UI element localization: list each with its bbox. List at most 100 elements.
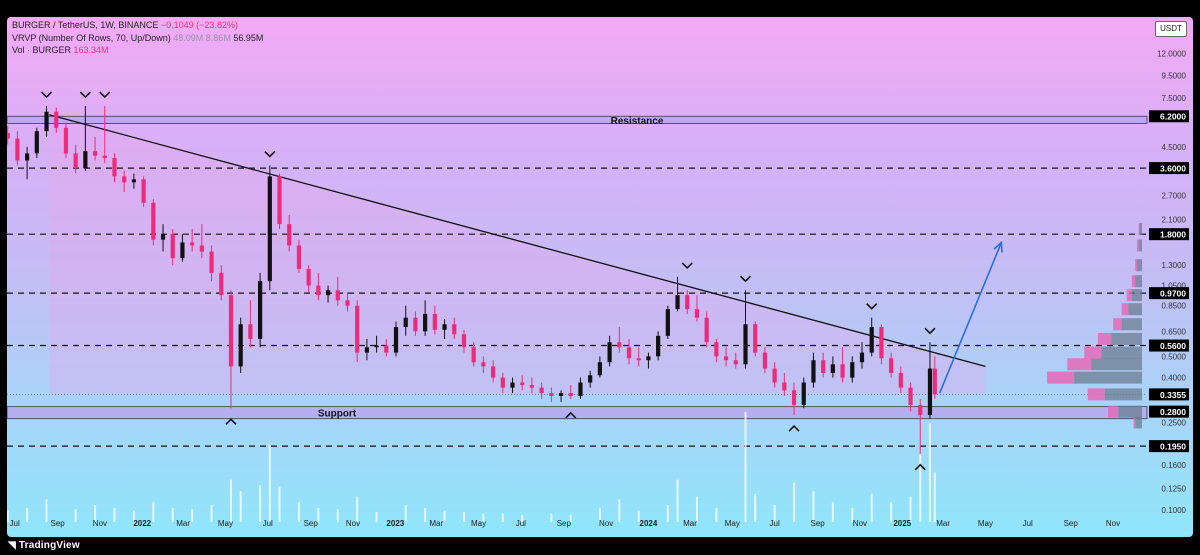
candle-body <box>151 202 156 240</box>
price-label-bg <box>1149 388 1189 401</box>
candle-body <box>520 382 525 386</box>
candle-body <box>170 234 175 259</box>
volume-profile-down-bar <box>1097 332 1112 345</box>
legend-volume-row: Vol · BURGER 163.34M <box>12 45 109 55</box>
candle-body <box>209 251 214 273</box>
volume-profile-up-bar <box>1135 416 1142 429</box>
volume-profile-down-bar <box>1084 346 1102 359</box>
candle-body <box>219 272 224 296</box>
candle-body <box>413 317 418 332</box>
x-tick-label: Nov <box>853 519 867 528</box>
resistance-label: Resistance <box>611 116 664 127</box>
candle-body <box>423 313 428 332</box>
volume-bar <box>113 507 116 522</box>
volume-bar <box>297 502 300 522</box>
chevron-down-icon <box>40 91 53 99</box>
price-label-bg <box>1149 339 1189 352</box>
candle-body <box>345 300 350 306</box>
volume-bar <box>695 496 698 522</box>
x-tick-label: Jul <box>10 519 20 528</box>
volume-bar <box>462 512 465 522</box>
candle-body <box>296 245 302 269</box>
volume-bar <box>171 507 174 522</box>
y-tick-label: 0.1250 <box>1162 485 1187 494</box>
y-tick-label: 0.4000 <box>1162 374 1187 383</box>
y-tick-label: 9.5000 <box>1162 72 1187 81</box>
chart-area[interactable]: Resistance Support 12.0000 9.5000 7.5000 6.20… <box>7 17 1193 537</box>
price-label-bg <box>1149 162 1189 175</box>
candle-body <box>889 358 894 373</box>
x-tick-label: Nov <box>1106 519 1120 528</box>
volume-bar <box>210 505 213 522</box>
candle-body <box>83 151 88 169</box>
x-tick-label: Nov <box>93 519 107 528</box>
volume-bar <box>443 510 446 522</box>
chevron-down-icon <box>681 262 693 270</box>
candle-body <box>918 405 923 416</box>
candle-body <box>364 347 369 353</box>
candle-body <box>588 375 593 383</box>
projection-arrow-head <box>993 240 1003 253</box>
candle-body <box>490 366 496 378</box>
candle-body <box>238 324 243 367</box>
x-tick-label: Sep <box>51 519 66 528</box>
volume-bar <box>26 507 29 522</box>
volume-bar <box>870 493 873 522</box>
candle-body <box>869 327 874 353</box>
price-label-highlighted: 0.2800 <box>1160 407 1186 417</box>
candle-body <box>461 334 467 348</box>
volume-profile-down-bar <box>1108 405 1119 418</box>
currency-badge[interactable]: USDT <box>1155 21 1187 37</box>
price-label-bg <box>1149 440 1189 453</box>
candle-body <box>772 368 777 383</box>
candle-body <box>403 317 408 328</box>
legend-volume-label: Vol · BURGER <box>12 45 72 55</box>
candle-body <box>7 133 10 139</box>
volume-bar <box>278 486 281 522</box>
volume-bar <box>754 493 757 522</box>
x-tick-label: May <box>218 519 233 528</box>
legend-vrvp-value-3: 56.95M <box>233 33 264 43</box>
candle-body <box>277 176 282 225</box>
y-tick-label: 4.5000 <box>1162 143 1187 152</box>
candle-body <box>782 382 787 391</box>
x-tick-label: May <box>725 519 740 528</box>
volume-profile-down-bar <box>1138 223 1140 236</box>
volume-bar <box>152 502 155 522</box>
candle-body <box>646 356 651 361</box>
volume-bar <box>424 507 427 522</box>
price-label-highlighted: 0.3355 <box>1160 390 1186 400</box>
volume-profile-down-bar <box>1133 416 1136 429</box>
chevron-down-icon <box>79 91 91 99</box>
candle-body <box>830 364 835 373</box>
x-tick-label: Nov <box>346 519 360 528</box>
candle-body <box>92 151 98 156</box>
volume-bar <box>676 479 679 522</box>
candle-body <box>791 390 797 406</box>
candle-body <box>335 290 340 301</box>
volume-bar <box>191 509 194 522</box>
x-tick-label: 2022 <box>133 519 151 528</box>
trendline <box>49 114 986 368</box>
volume-profile-down-bar <box>1047 371 1075 384</box>
x-tick-label: Sep <box>557 519 572 528</box>
x-tick-label: May <box>978 519 993 528</box>
tradingview-logo[interactable]: ◥ TradingView <box>8 540 80 551</box>
price-chart-svg[interactable]: Resistance Support 12.0000 9.5000 7.5000 6.20… <box>7 17 1193 537</box>
candle-body <box>617 342 622 348</box>
candle-body <box>529 385 535 388</box>
candle-body <box>25 153 30 161</box>
volume-bar <box>229 479 232 522</box>
price-label-bg <box>1149 228 1189 241</box>
volume-bar <box>569 514 572 522</box>
price-label-bg <box>1149 287 1189 300</box>
candle-body <box>112 158 117 177</box>
chevron-up-icon <box>565 411 577 419</box>
candle-body <box>316 285 321 296</box>
tradingview-brand: TradingView <box>18 540 80 551</box>
trend-zone-fill <box>49 114 986 395</box>
x-tick-label: Jul <box>516 519 526 528</box>
candle-body <box>626 347 632 359</box>
x-tick-label: Mar <box>176 519 190 528</box>
volume-bar <box>74 509 77 522</box>
